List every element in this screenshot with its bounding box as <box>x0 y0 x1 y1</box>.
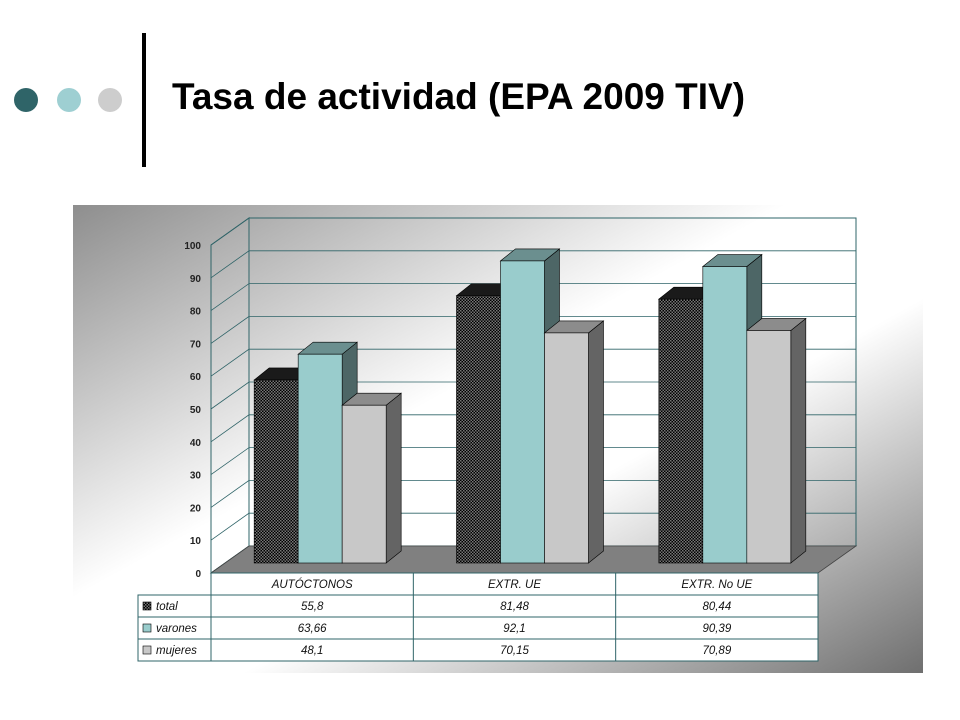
legend-label-varones: varones <box>156 623 197 635</box>
data-value-label: 90,39 <box>702 623 731 635</box>
data-value-label: 92,1 <box>503 623 525 635</box>
data-value-label: 80,44 <box>702 601 731 613</box>
bar-side-mujeres <box>588 320 604 564</box>
bar-side-mujeres <box>385 392 402 564</box>
y-tick-label: 30 <box>190 471 202 482</box>
y-tick-label: 40 <box>190 438 202 449</box>
plot-area: 0 10 20 30 40 50 60 70 80 90 100 <box>184 217 858 580</box>
x-category-label: EXTR. No UE <box>681 579 752 591</box>
bar-mujeres <box>341 404 387 564</box>
legend-swatch-total <box>142 601 152 611</box>
y-tick-label: 50 <box>190 405 202 416</box>
legend-label-mujeres: mujeres <box>156 645 197 657</box>
y-tick-label: 90 <box>190 274 202 285</box>
y-tick-label: 0 <box>195 569 201 580</box>
gridline <box>210 283 856 311</box>
bar-varones <box>500 260 545 564</box>
y-tick-label: 20 <box>190 503 202 514</box>
y-tick-label: 80 <box>190 307 202 318</box>
data-value-label: 81,48 <box>500 601 529 613</box>
decor-dot-gray <box>98 88 122 112</box>
gridline <box>210 348 856 377</box>
legend-swatch-varones <box>142 623 152 633</box>
gridline <box>210 381 856 410</box>
gridline <box>210 316 856 344</box>
data-value-label: 48,1 <box>301 645 323 657</box>
bar-mujeres <box>544 332 589 564</box>
bar-side-mujeres <box>790 317 807 564</box>
decor-dot-dark <box>14 88 38 112</box>
gridline <box>210 447 856 475</box>
data-table: AUTÓCTONOS EXTR. UE EXTR. No UE total 55,8 81… <box>137 572 819 662</box>
data-value-label: 63,66 <box>298 623 327 635</box>
bar-total <box>456 295 501 564</box>
activity-rate-chart: 0 10 20 30 40 50 60 70 80 90 100 AUTÓCTONOS EXTR. U… <box>73 205 923 673</box>
y-tick-label: 10 <box>190 536 202 547</box>
slide-title: Tasa de actividad (EPA 2009 TIV) <box>172 76 746 117</box>
gridline <box>210 479 856 508</box>
bar-total <box>253 379 299 564</box>
data-value-label: 55,8 <box>301 601 324 613</box>
bar-mujeres <box>746 330 792 564</box>
legend-label-total: total <box>156 601 178 613</box>
gridline <box>210 414 856 443</box>
bar-varones <box>702 266 748 564</box>
y-tick-label: 100 <box>184 241 201 252</box>
x-category-label: EXTR. UE <box>488 579 541 591</box>
data-value-label: 70,89 <box>702 645 731 657</box>
data-value-label: 70,15 <box>500 645 529 657</box>
y-tick-label: 60 <box>190 372 202 383</box>
gridline <box>210 250 856 279</box>
gridline <box>210 512 856 541</box>
title-divider <box>142 33 146 167</box>
x-category-label: AUTÓCTONOS <box>271 578 353 591</box>
y-tick-label: 70 <box>190 339 202 350</box>
gridline <box>210 217 856 246</box>
bar-varones <box>297 353 343 564</box>
bar-total <box>658 298 704 564</box>
legend-swatch-mujeres <box>142 645 152 655</box>
decor-dot-teal <box>57 88 81 112</box>
